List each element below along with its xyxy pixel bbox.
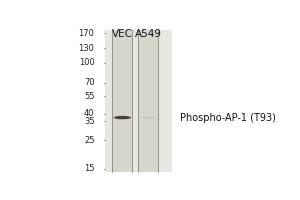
Text: 70: 70 xyxy=(84,78,94,87)
Text: 55: 55 xyxy=(84,92,94,101)
Text: 100: 100 xyxy=(79,58,94,67)
Text: 40: 40 xyxy=(84,109,94,118)
Text: VEC: VEC xyxy=(112,29,133,39)
Text: A549: A549 xyxy=(134,29,161,39)
Ellipse shape xyxy=(114,116,131,119)
Text: Phospho-AP-1 (T93): Phospho-AP-1 (T93) xyxy=(181,113,276,123)
Text: 15: 15 xyxy=(84,164,94,173)
Text: 25: 25 xyxy=(84,136,94,145)
Text: 130: 130 xyxy=(79,44,94,53)
Text: 170: 170 xyxy=(79,29,94,38)
Text: 35: 35 xyxy=(84,117,94,126)
Ellipse shape xyxy=(140,117,156,118)
Bar xyxy=(105,30,172,172)
Bar xyxy=(112,30,132,172)
Bar xyxy=(138,30,158,172)
